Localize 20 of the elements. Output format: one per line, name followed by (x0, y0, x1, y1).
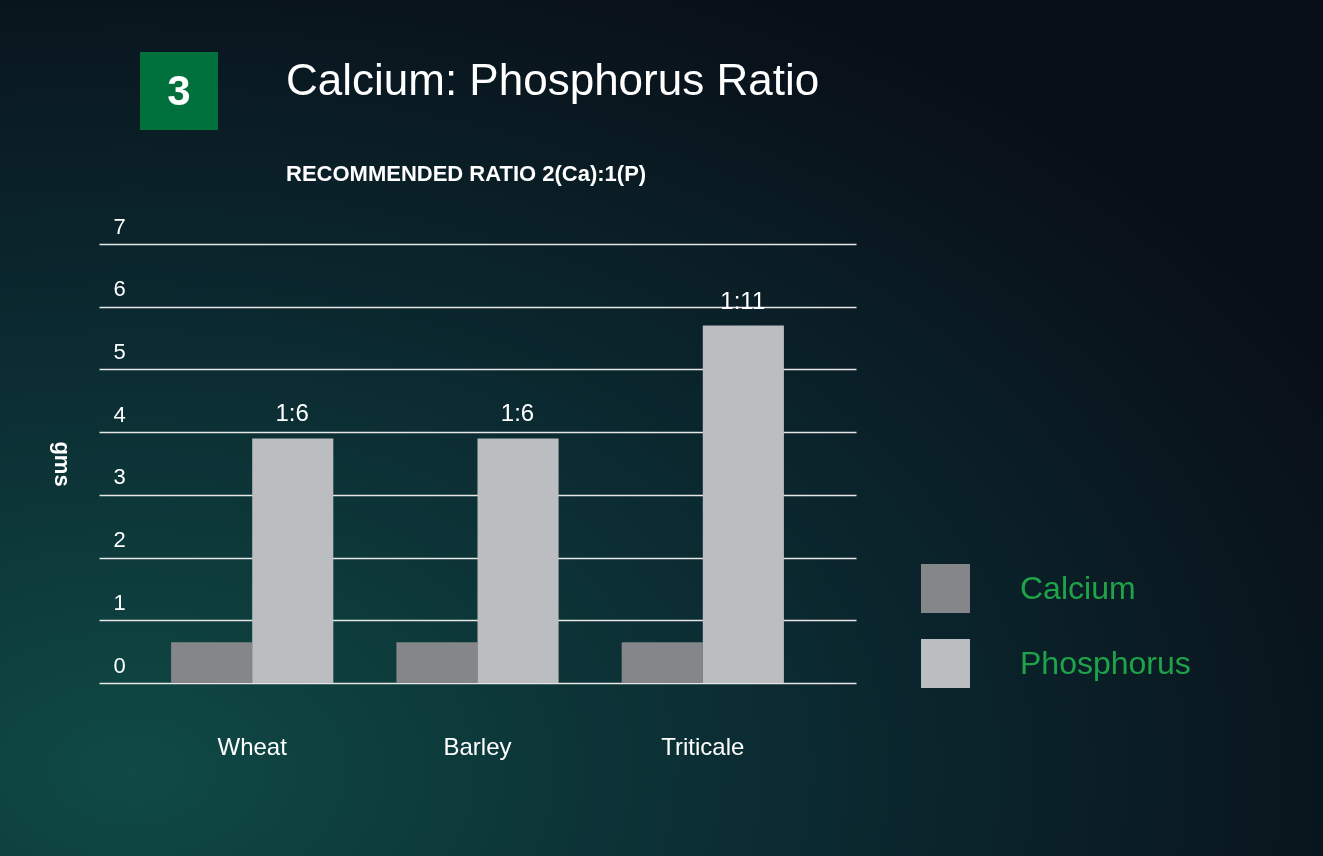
y-tick-label: 6 (113, 276, 126, 302)
y-tick-label: 0 (113, 652, 126, 678)
annotation: 1:11 (720, 286, 766, 314)
number-badge: 3 (140, 52, 218, 130)
legend-label: Phosphorus (1020, 644, 1191, 681)
x-tick-label: Wheat (217, 732, 288, 760)
annotation: 1:6 (500, 399, 535, 427)
annotation: 1:6 (275, 399, 309, 427)
y-tick-label: 2 (113, 527, 126, 553)
x-tick-label: Barley (443, 732, 512, 760)
y-axis-title: gms (49, 441, 75, 487)
y-tick-label: 5 (113, 338, 126, 364)
y-tick-label: 4 (113, 401, 126, 427)
legend-label: Calcium (1020, 569, 1136, 606)
y-tick-label: 1 (113, 589, 126, 615)
x-tick-label: Triticale (661, 732, 745, 760)
y-tick-label: 7 (113, 213, 126, 239)
chart-subtitle: RECOMMENDED RATIO 2(Ca):1(P) (286, 161, 647, 186)
chart-title: Calcium: Phosphorus Ratio (286, 55, 820, 104)
y-tick-label: 3 (113, 464, 126, 490)
